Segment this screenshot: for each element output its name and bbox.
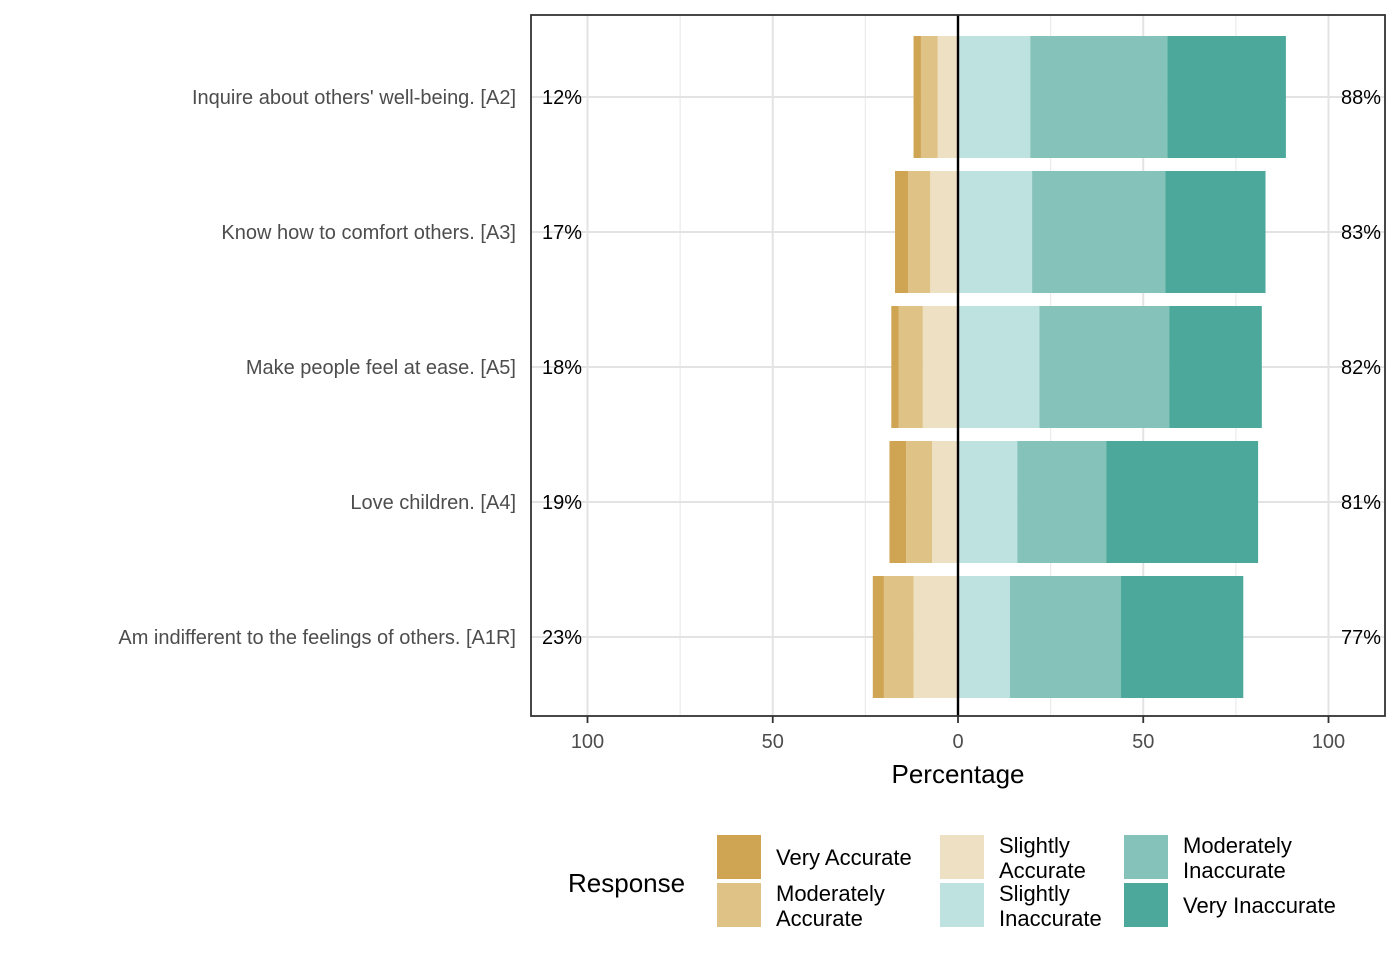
- bar-segment: [889, 441, 907, 563]
- bar-segment: [1167, 36, 1286, 158]
- bar-segment: [1009, 576, 1122, 698]
- legend-key: [940, 835, 984, 879]
- bar-segment: [906, 441, 933, 563]
- y-axis-labels: Inquire about others' well-being. [A2] Kn…: [118, 87, 516, 649]
- right-percent-label: 88%: [1341, 87, 1381, 109]
- bar-segment: [1032, 171, 1166, 293]
- bar-segment: [958, 171, 1033, 293]
- bar-segment: [958, 36, 1031, 158]
- bar-segment: [895, 171, 908, 293]
- legend-key: [717, 883, 761, 927]
- bar-segment: [937, 36, 958, 158]
- left-percent-label: 17%: [542, 222, 582, 244]
- legend-key: [717, 835, 761, 879]
- data-labels: 12% 88% 17% 83% 18% 82% 19% 81% 23% 77%: [542, 87, 1381, 649]
- category-label: Know how to comfort others. [A3]: [221, 222, 516, 244]
- x-tick-label: 0: [952, 731, 963, 753]
- left-percent-label: 23%: [542, 627, 582, 649]
- legend-label: Moderately Inaccurate: [1183, 833, 1292, 883]
- right-percent-label: 82%: [1341, 357, 1381, 379]
- category-label: Make people feel at ease. [A5]: [246, 357, 516, 379]
- x-tick-label: 50: [762, 731, 784, 753]
- bar-segment: [1017, 441, 1107, 563]
- x-tick-label: 100: [571, 731, 604, 753]
- x-axis: Percentage 100 50 0 50 100: [571, 716, 1345, 789]
- bar-segment: [930, 171, 958, 293]
- legend-label: Slightly Inaccurate: [999, 881, 1102, 931]
- right-percent-label: 83%: [1341, 222, 1381, 244]
- x-tick-label: 50: [1132, 731, 1154, 753]
- x-axis-title: Percentage: [892, 759, 1025, 789]
- bar-segment: [920, 36, 938, 158]
- right-percent-label: 77%: [1341, 627, 1381, 649]
- bar-segment: [958, 441, 1018, 563]
- bar-segment: [883, 576, 914, 698]
- bar-segment: [1106, 441, 1259, 563]
- left-percent-label: 19%: [542, 492, 582, 514]
- bar-segment: [1121, 576, 1244, 698]
- bars: [872, 36, 1286, 698]
- bar-segment: [891, 306, 899, 428]
- left-percent-label: 12%: [542, 87, 582, 109]
- x-tick-label: 100: [1312, 731, 1345, 753]
- bar-segment: [913, 36, 921, 158]
- bar-segment: [898, 306, 923, 428]
- category-label: Inquire about others' well-being. [A2]: [192, 87, 516, 109]
- bar-segment: [913, 576, 958, 698]
- bar-segment: [872, 576, 884, 698]
- category-label: Am indifferent to the feelings of others…: [118, 627, 516, 649]
- category-label: Love children. [A4]: [350, 492, 516, 514]
- bar-segment: [932, 441, 958, 563]
- legend-title: Response: [568, 868, 685, 898]
- left-percent-label: 18%: [542, 357, 582, 379]
- bar-segment: [958, 576, 1010, 698]
- legend-label: Very Inaccurate: [1183, 893, 1336, 918]
- bar-segment: [1039, 306, 1170, 428]
- legend-label: Very Accurate: [776, 845, 912, 870]
- bar-segment: [1030, 36, 1168, 158]
- legend-key: [940, 883, 984, 927]
- bar-segment: [907, 171, 931, 293]
- legend: Response Very Accurate Moderately Accurate…: [568, 833, 1336, 931]
- bar-segment: [1169, 306, 1262, 428]
- bar-segment: [922, 306, 958, 428]
- legend-label: Slightly Accurate: [999, 833, 1086, 883]
- legend-key: [1124, 835, 1168, 879]
- bar-segment: [1165, 171, 1266, 293]
- right-percent-label: 81%: [1341, 492, 1381, 514]
- bar-segment: [958, 306, 1040, 428]
- legend-label: Moderately Accurate: [776, 881, 885, 931]
- legend-key: [1124, 883, 1168, 927]
